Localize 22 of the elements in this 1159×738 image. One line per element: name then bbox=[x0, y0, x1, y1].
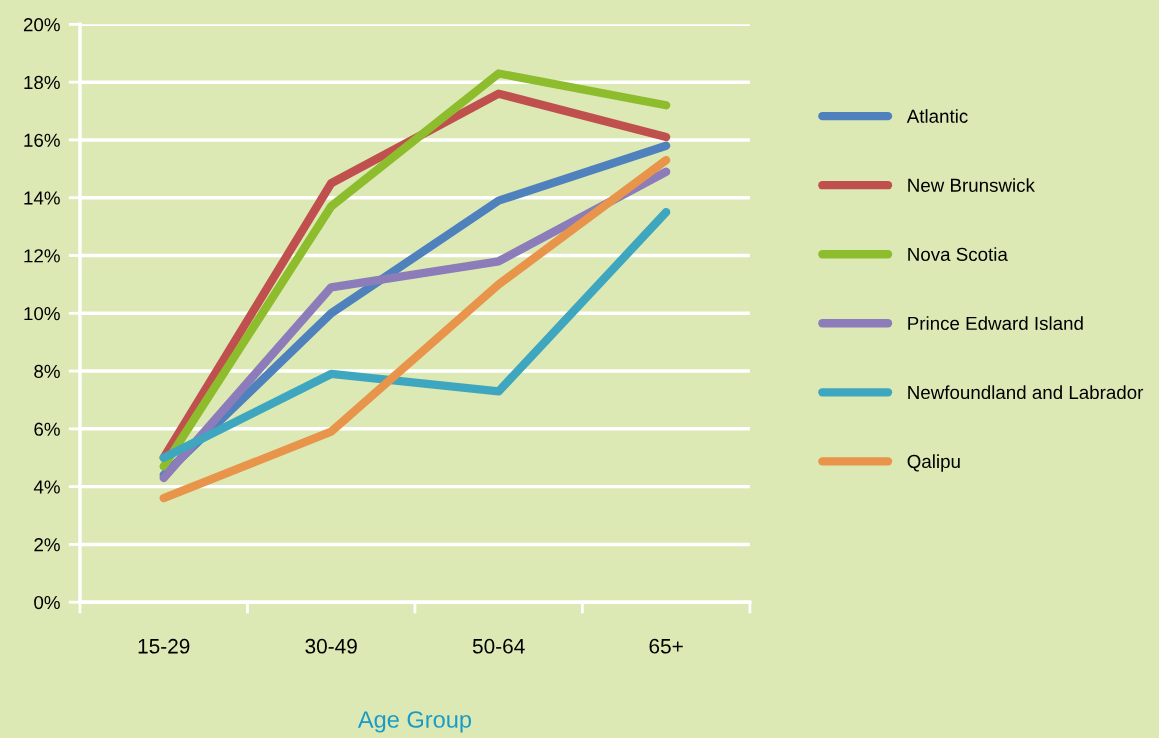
x-tick-label: 50-64 bbox=[472, 638, 525, 654]
y-tick-label: 16% bbox=[24, 133, 60, 147]
y-tick-label: 6% bbox=[34, 422, 60, 436]
x-axis-title: Age Group bbox=[357, 711, 472, 733]
legend-label: Atlantic bbox=[906, 109, 968, 123]
legend-label: Qalipu bbox=[907, 454, 960, 472]
y-tick-label: 0% bbox=[34, 595, 60, 610]
y-tick-label: 20% bbox=[23, 18, 60, 32]
y-tick-label: 12% bbox=[24, 249, 60, 263]
y-tick-label: 18% bbox=[24, 75, 60, 90]
x-tick-label: 30-49 bbox=[305, 638, 357, 654]
y-tick-label: 8% bbox=[34, 364, 60, 379]
legend-label: Nova Scotia bbox=[908, 247, 1008, 261]
y-tick-label: 2% bbox=[34, 538, 60, 552]
legend-label: Newfoundland and Labrador bbox=[908, 385, 1144, 400]
y-tick-label: 4% bbox=[33, 480, 60, 494]
y-tick-label: 10% bbox=[24, 306, 60, 321]
legend-label: New Brunswick bbox=[908, 178, 1035, 192]
x-tick-label: 15-29 bbox=[138, 638, 190, 654]
legend-label: Prince Edward Island bbox=[908, 316, 1083, 331]
x-tick-label: 65+ bbox=[649, 638, 683, 654]
y-tick-label: 14% bbox=[24, 191, 60, 205]
